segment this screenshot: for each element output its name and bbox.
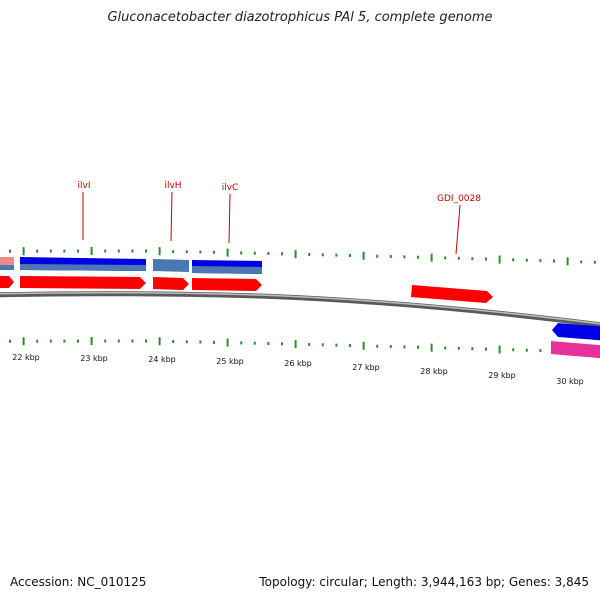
scale-label-23kbp: 23 kbp <box>80 354 108 363</box>
map-title: Gluconacetobacter diazotrophicus PAl 5, … <box>107 10 493 25</box>
gene-label-GDI_0028: GDI_0028 <box>437 194 481 204</box>
outer-tick-ring <box>9 247 596 266</box>
gene-right-blue <box>552 323 600 341</box>
gene-left-faded-lower <box>0 265 14 270</box>
gene-label-ilvH: ilvH <box>164 181 181 191</box>
leader-ilvH <box>170 191 173 242</box>
gene-ilvH-forward <box>153 277 189 290</box>
gene-right-pink <box>551 341 600 359</box>
gene-label-ilvC: ilvC <box>222 183 239 193</box>
gene-GDI_0028-forward <box>411 285 493 303</box>
leader-ilvC <box>228 193 231 244</box>
scale-label-25kbp: 25 kbp <box>216 357 244 366</box>
reverse-strand-genes <box>0 257 262 274</box>
gene-left-forward <box>0 276 14 288</box>
gene-ilvI-reverse-lower <box>20 264 146 271</box>
scale-label-22kbp: 22 kbp <box>12 353 40 362</box>
leader-GDI_0028 <box>455 204 461 255</box>
forward-strand-genes <box>0 276 493 303</box>
scale-label-28kbp: 28 kbp <box>420 367 448 376</box>
gene-ilvH-reverse <box>153 259 189 272</box>
genome-backbone <box>0 291 600 328</box>
scale-label-24kbp: 24 kbp <box>148 355 176 364</box>
scale-label-26kbp: 26 kbp <box>284 359 312 368</box>
scale-label-30kbp: 30 kbp <box>556 377 584 386</box>
gene-ilvC-forward <box>192 278 262 291</box>
gene-ilvI-forward <box>20 276 146 289</box>
inner-tick-ring <box>9 337 596 356</box>
genome-summary-text: Topology: circular; Length: 3,944,163 bp… <box>259 575 589 589</box>
genome-backbone-highlight <box>0 291 600 325</box>
gene-ilvC-reverse-lower <box>192 266 262 274</box>
scale-label-27kbp: 27 kbp <box>352 363 380 372</box>
gene-label-ilvI: ilvI <box>78 181 91 191</box>
right-edge-genes <box>551 323 600 359</box>
accession-text: Accession: NC_010125 <box>10 575 147 589</box>
scale-label-29kbp: 29 kbp <box>488 371 516 380</box>
